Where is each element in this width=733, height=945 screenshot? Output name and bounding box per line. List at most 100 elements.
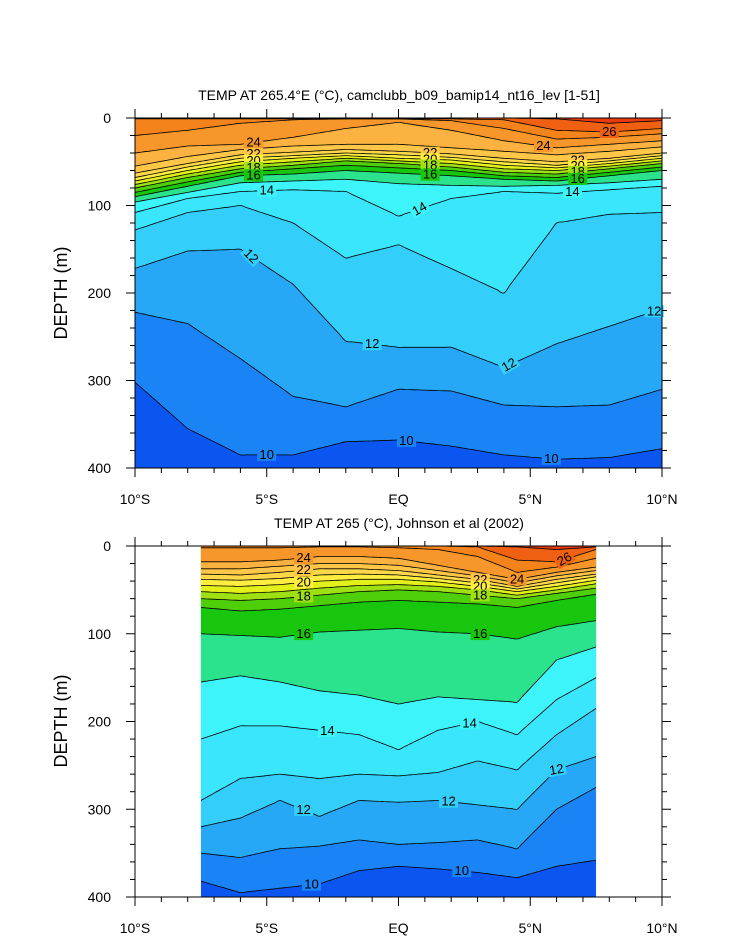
contour-label: 16 xyxy=(296,626,310,641)
contour-labels: 2422201816142220181624262220181614141212… xyxy=(239,124,664,466)
y-tick-label: 400 xyxy=(88,460,112,476)
isotherm-25 xyxy=(200,546,597,573)
contour-label: 24 xyxy=(536,138,550,153)
contour-fill-26 xyxy=(135,118,662,132)
y-axis-label-bottom: DEPTH (m) xyxy=(51,675,71,768)
contour-label-background xyxy=(497,355,521,375)
contour-label-background xyxy=(546,762,567,778)
contour-label: 24 xyxy=(510,571,524,586)
isotherm-12 xyxy=(200,756,597,828)
y-tick-label: 300 xyxy=(88,373,112,389)
axis-ticks xyxy=(126,537,671,906)
contour-label-background xyxy=(541,452,561,465)
y-tick-label: 100 xyxy=(88,198,112,214)
y-tick-label: 0 xyxy=(103,538,111,554)
contour-label: 26 xyxy=(602,124,616,139)
contour-label: 16 xyxy=(246,167,260,182)
isotherm-26 xyxy=(200,546,597,563)
contour-label-background xyxy=(294,803,314,816)
x-tick-label: 10°S xyxy=(120,491,151,507)
contour-label: 12 xyxy=(296,802,310,817)
isotherm-23 xyxy=(135,143,662,167)
contour-label: 24 xyxy=(296,550,310,565)
contour-label-background xyxy=(244,169,264,182)
isotherm-21 xyxy=(200,573,597,590)
isotherm-15 xyxy=(200,646,597,705)
contour-label: 16 xyxy=(423,167,437,182)
y-tick-label: 200 xyxy=(88,285,112,301)
contour-label: 20 xyxy=(296,575,310,590)
contour-label-background xyxy=(294,564,314,577)
contour-label: 12 xyxy=(499,354,519,374)
x-tick-label: 5°S xyxy=(255,491,278,507)
contour-label-background xyxy=(244,136,264,149)
isotherm-26 xyxy=(135,118,662,133)
isotherm-22 xyxy=(200,568,597,587)
contour-label-background xyxy=(553,549,576,570)
isotherm-24 xyxy=(200,556,597,580)
contour-label: 14 xyxy=(260,183,274,198)
contour-label-background xyxy=(257,184,277,197)
contour-label-background xyxy=(294,628,314,641)
y-tick-label: 200 xyxy=(88,714,112,730)
contour-label-background xyxy=(420,159,440,172)
contour-label-background xyxy=(644,305,664,318)
contour-label: 12 xyxy=(548,761,565,778)
contour-label: 14 xyxy=(565,184,579,199)
chart-title-top: TEMP AT 265.4°E (°C), camclubb_b09_bamip… xyxy=(198,87,600,103)
contour-label: 10 xyxy=(455,863,469,878)
x-tick-label: EQ xyxy=(388,491,408,507)
contour-label: 26 xyxy=(554,549,574,569)
isotherm-12 xyxy=(135,248,662,368)
contour-label-background xyxy=(294,551,314,564)
contour-label: 10 xyxy=(260,447,274,462)
x-tick-label: 10°N xyxy=(646,491,677,507)
contour-label-background xyxy=(562,186,582,199)
contour-label: 12 xyxy=(365,336,379,351)
contour-label: 10 xyxy=(304,877,318,892)
isotherm-18 xyxy=(200,587,597,601)
y-axis-label-top: DEPTH (m) xyxy=(51,247,71,340)
isotherm-19 xyxy=(200,583,597,596)
contour-label: 18 xyxy=(473,587,487,602)
contour-fill-27 xyxy=(135,118,662,124)
chart-panel-bottom: TEMP AT 265 (°C), Johnson et al (2002) D… xyxy=(51,515,678,936)
contour-label: 24 xyxy=(246,135,260,150)
contour-label: 14 xyxy=(462,715,476,730)
contour-label: 10 xyxy=(399,433,413,448)
isotherm-23 xyxy=(200,563,597,584)
contour-label-background xyxy=(460,717,480,730)
y-tick-label: 300 xyxy=(88,801,112,817)
isotherm-10 xyxy=(200,859,597,894)
contour-label: 12 xyxy=(441,794,455,809)
contour-lines xyxy=(200,546,597,894)
contour-label: 18 xyxy=(296,589,310,604)
contour-label-background xyxy=(568,172,588,185)
axis-ticks xyxy=(126,109,671,477)
contour-label-background xyxy=(452,865,472,878)
isotherm-27 xyxy=(135,118,662,124)
x-tick-label: 10°S xyxy=(120,920,151,936)
contour-label-background xyxy=(470,628,490,641)
contour-label: 12 xyxy=(647,303,661,318)
contour-label: 16 xyxy=(570,171,584,186)
isotherm-16 xyxy=(200,620,597,640)
contour-label-background xyxy=(257,448,277,461)
contour-label-background xyxy=(294,576,314,589)
isotherm-11 xyxy=(200,786,597,858)
chart-title-bottom: TEMP AT 265 (°C), Johnson et al (2002) xyxy=(274,515,524,531)
contour-label: 14 xyxy=(409,198,429,218)
contour-label: 14 xyxy=(320,723,334,738)
contour-fill-26 xyxy=(200,546,597,562)
contour-label-background xyxy=(533,140,553,152)
isotherm-24 xyxy=(135,121,662,154)
contour-label-background xyxy=(239,245,262,268)
y-tick-label: 400 xyxy=(88,889,112,905)
x-tick-label: 5°N xyxy=(519,920,543,936)
contour-label-background xyxy=(470,589,490,602)
contour-label-background xyxy=(294,590,314,603)
isotherm-13 xyxy=(200,707,597,801)
contour-label: 10 xyxy=(544,451,558,466)
